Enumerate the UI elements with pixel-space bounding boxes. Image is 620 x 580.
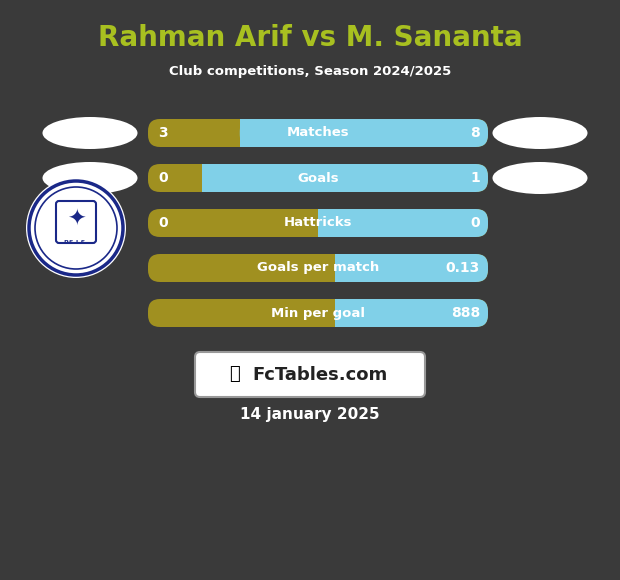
Text: Rahman Arif vs M. Sananta: Rahman Arif vs M. Sananta (98, 24, 522, 52)
FancyBboxPatch shape (335, 254, 488, 282)
Text: 8: 8 (470, 126, 480, 140)
Text: Hattricks: Hattricks (284, 216, 352, 230)
Ellipse shape (43, 117, 138, 149)
Ellipse shape (43, 162, 138, 194)
Text: 0: 0 (158, 171, 167, 185)
Text: Min per goal: Min per goal (271, 306, 365, 320)
FancyBboxPatch shape (56, 201, 96, 243)
Bar (202, 164, 216, 192)
Text: 888: 888 (451, 306, 480, 320)
Text: Club competitions, Season 2024/2025: Club competitions, Season 2024/2025 (169, 66, 451, 78)
Text: P.S.I.S.: P.S.I.S. (64, 240, 88, 245)
Text: 0: 0 (158, 216, 167, 230)
Bar (335, 299, 349, 327)
Bar (335, 254, 349, 282)
FancyBboxPatch shape (195, 352, 425, 397)
FancyBboxPatch shape (148, 299, 488, 327)
FancyBboxPatch shape (202, 164, 488, 192)
FancyBboxPatch shape (240, 119, 488, 147)
Text: 📊: 📊 (229, 365, 241, 383)
Text: 0: 0 (471, 216, 480, 230)
FancyBboxPatch shape (148, 254, 488, 282)
Ellipse shape (492, 117, 588, 149)
Text: 3: 3 (158, 126, 167, 140)
Ellipse shape (492, 162, 588, 194)
Text: Goals: Goals (297, 172, 339, 184)
Circle shape (26, 178, 126, 278)
Text: Goals per match: Goals per match (257, 262, 379, 274)
Text: 1: 1 (470, 171, 480, 185)
Bar (240, 119, 254, 147)
FancyBboxPatch shape (148, 119, 488, 147)
Text: Matches: Matches (286, 126, 349, 140)
Text: FcTables.com: FcTables.com (252, 365, 388, 383)
FancyBboxPatch shape (318, 209, 488, 237)
FancyBboxPatch shape (148, 164, 488, 192)
FancyBboxPatch shape (335, 299, 488, 327)
Text: ✦: ✦ (67, 210, 86, 230)
FancyBboxPatch shape (148, 209, 488, 237)
Bar (318, 209, 332, 237)
Text: 14 january 2025: 14 january 2025 (240, 408, 380, 422)
Text: 0.13: 0.13 (446, 261, 480, 275)
